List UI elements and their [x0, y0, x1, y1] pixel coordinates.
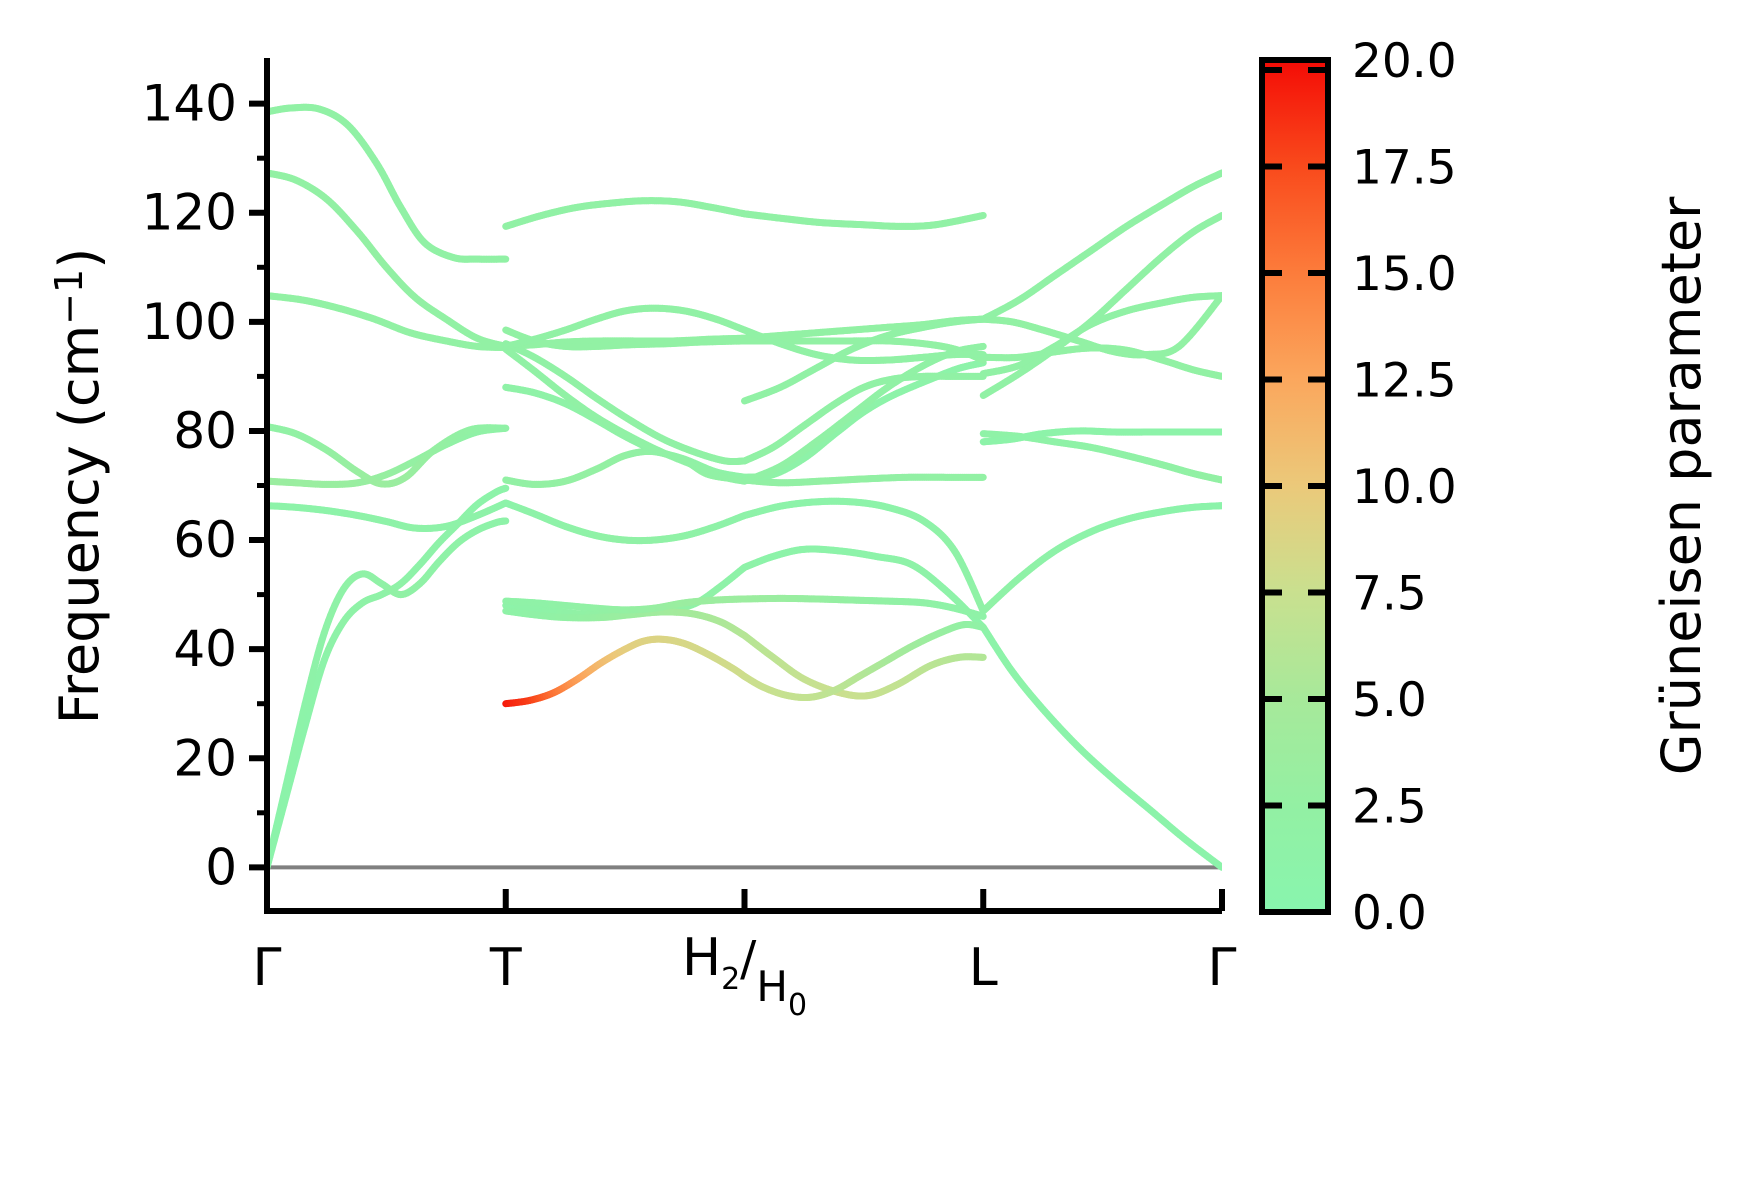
colorbar-ticks: [1262, 67, 1328, 809]
colorbar-tick-label: 17.5: [1352, 141, 1457, 196]
colorbar-tick-label: 20.0: [1352, 34, 1457, 89]
colorbar-tick-label: 2.5: [1352, 780, 1427, 835]
colorbar[interactable]: 0.0 2.5 5.0 7.5 10.0 12.5 15.0 17.5 20.0 Grüneis…: [1259, 34, 1713, 941]
band-segment: [979, 427, 1222, 446]
x-tick-label: T: [489, 938, 522, 998]
y-tick-label: 0: [205, 838, 237, 896]
y-tick-label: 80: [173, 402, 237, 460]
colorbar-tick-label: 0.0: [1352, 886, 1427, 941]
x-tick-label: Γ: [1208, 938, 1237, 998]
band-segment: [979, 211, 1222, 399]
band-segment: [502, 326, 748, 351]
x-tick-label: Γ: [253, 938, 282, 998]
band-segment: [979, 502, 1222, 615]
band-segment: [979, 623, 1222, 871]
colorbar-tick-labels: 0.0 2.5 5.0 7.5 10.0 12.5 15.0 17.5 20.0: [1352, 34, 1457, 941]
colorbar-tick-label: 15.0: [1352, 247, 1457, 302]
band-segment: [502, 197, 748, 230]
y-tick-label: 20: [173, 729, 237, 787]
colorbar-tick-label: 5.0: [1352, 673, 1427, 728]
colorbar-tick-label: 12.5: [1352, 354, 1457, 409]
band-segment: [502, 635, 748, 708]
x-axis-tick-labels: Γ T H2/H0 L Γ: [253, 928, 1237, 1023]
y-tick-label: 60: [173, 511, 237, 569]
y-axis-tick-labels: 0 20 40 60 80 100 120 140: [142, 75, 237, 897]
y-tick-label: 140: [142, 75, 237, 133]
plot-area-background: [267, 60, 1222, 912]
x-tick-label: L: [969, 938, 998, 998]
y-tick-label: 40: [173, 620, 237, 678]
band-segment: [741, 473, 987, 487]
colorbar-tick-label: 10.0: [1352, 460, 1457, 515]
x-tick-label: H2/H0: [682, 928, 807, 1023]
y-tick-label: 100: [142, 293, 237, 351]
band-segment: [741, 315, 987, 405]
band-segment: [267, 292, 510, 351]
band-segment: [502, 345, 748, 485]
band-segment: [741, 326, 987, 365]
band-segment: [267, 103, 510, 263]
band-segment: [979, 169, 1222, 323]
band-segment: [502, 499, 748, 545]
colorbar-tick-label: 7.5: [1352, 567, 1427, 622]
band-segment: [741, 620, 987, 702]
colorbar-label: Grüneisen parameter: [1650, 196, 1713, 775]
y-tick-label: 120: [142, 184, 237, 242]
band-segment: [267, 499, 510, 532]
y-axis-title-main: Frequency (cm: [48, 325, 111, 725]
band-segment: [741, 594, 987, 620]
y-axis-title: Frequency (cm−1): [47, 248, 111, 725]
band-segment: [502, 607, 748, 640]
band-segment: [741, 210, 987, 230]
